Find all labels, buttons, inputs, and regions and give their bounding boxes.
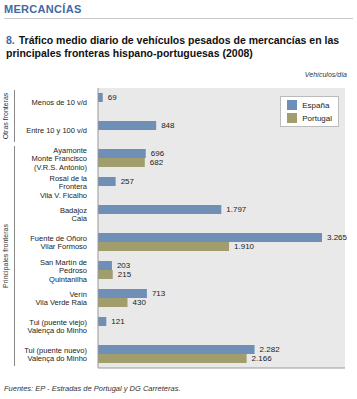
svg-text:682: 682 bbox=[150, 158, 164, 167]
svg-text:San Martín dePedrosoQuintanilh: San Martín dePedrosoQuintanilha bbox=[40, 258, 88, 284]
svg-text:203: 203 bbox=[117, 261, 131, 270]
svg-text:AyamonteMonte Francisco(V.R.S.: AyamonteMonte Francisco(V.R.S. António) bbox=[32, 146, 88, 172]
html-text:Principales fronteras: Principales fronteras bbox=[2, 224, 9, 288]
svg-text:Tui (puente nuevo)Valença do M: Tui (puente nuevo)Valença do Minho bbox=[24, 346, 87, 364]
html-text:MERCANCÍAS: MERCANCÍAS bbox=[4, 3, 82, 15]
svg-text:BadajozCaia: BadajozCaia bbox=[60, 206, 88, 224]
svg-text:2.282: 2.282 bbox=[260, 345, 281, 354]
html-text:8. Tráfico medio diario de veh: 8. Tráfico medio diario de vehículos pes… bbox=[6, 34, 340, 59]
svg-text:696: 696 bbox=[151, 149, 165, 158]
svg-text:2.166: 2.166 bbox=[252, 354, 273, 363]
svg-text:VerínVila Verde Raia: VerínVila Verde Raia bbox=[35, 290, 87, 308]
html-text:Vehículos/día: Vehículos/día bbox=[304, 71, 347, 78]
svg-text:1.910: 1.910 bbox=[234, 242, 255, 251]
svg-text:Entre 10 y 100 v/d: Entre 10 y 100 v/d bbox=[26, 126, 87, 135]
svg-text:Rosal de laFronteraVila V. Fic: Rosal de laFronteraVila V. Ficalho bbox=[40, 174, 88, 200]
html-text:España: España bbox=[302, 100, 330, 110]
html-text:Otras fronteras: Otras fronteras bbox=[2, 92, 9, 140]
svg-text:848: 848 bbox=[161, 121, 175, 130]
svg-text:215: 215 bbox=[118, 270, 132, 279]
svg-text:Tui (puente viejo)Valença do M: Tui (puente viejo)Valença do Minho bbox=[28, 318, 88, 336]
html-text:Fuentes: EP - Estradas de Port: Fuentes: EP - Estradas de Portugal y DG … bbox=[4, 384, 181, 393]
svg-text:430: 430 bbox=[133, 298, 147, 307]
svg-text:257: 257 bbox=[121, 177, 135, 186]
html-text:Portugal: Portugal bbox=[302, 113, 332, 123]
svg-text:1.797: 1.797 bbox=[226, 205, 247, 214]
svg-text:3.265: 3.265 bbox=[327, 233, 348, 242]
svg-text:Fuente de OñoroVilar Formoso: Fuente de OñoroVilar Formoso bbox=[30, 234, 87, 252]
svg-text:69: 69 bbox=[108, 93, 117, 102]
svg-text:121: 121 bbox=[111, 317, 125, 326]
svg-text:713: 713 bbox=[152, 289, 166, 298]
svg-text:Menos de 10 v/d: Menos de 10 v/d bbox=[32, 98, 87, 107]
